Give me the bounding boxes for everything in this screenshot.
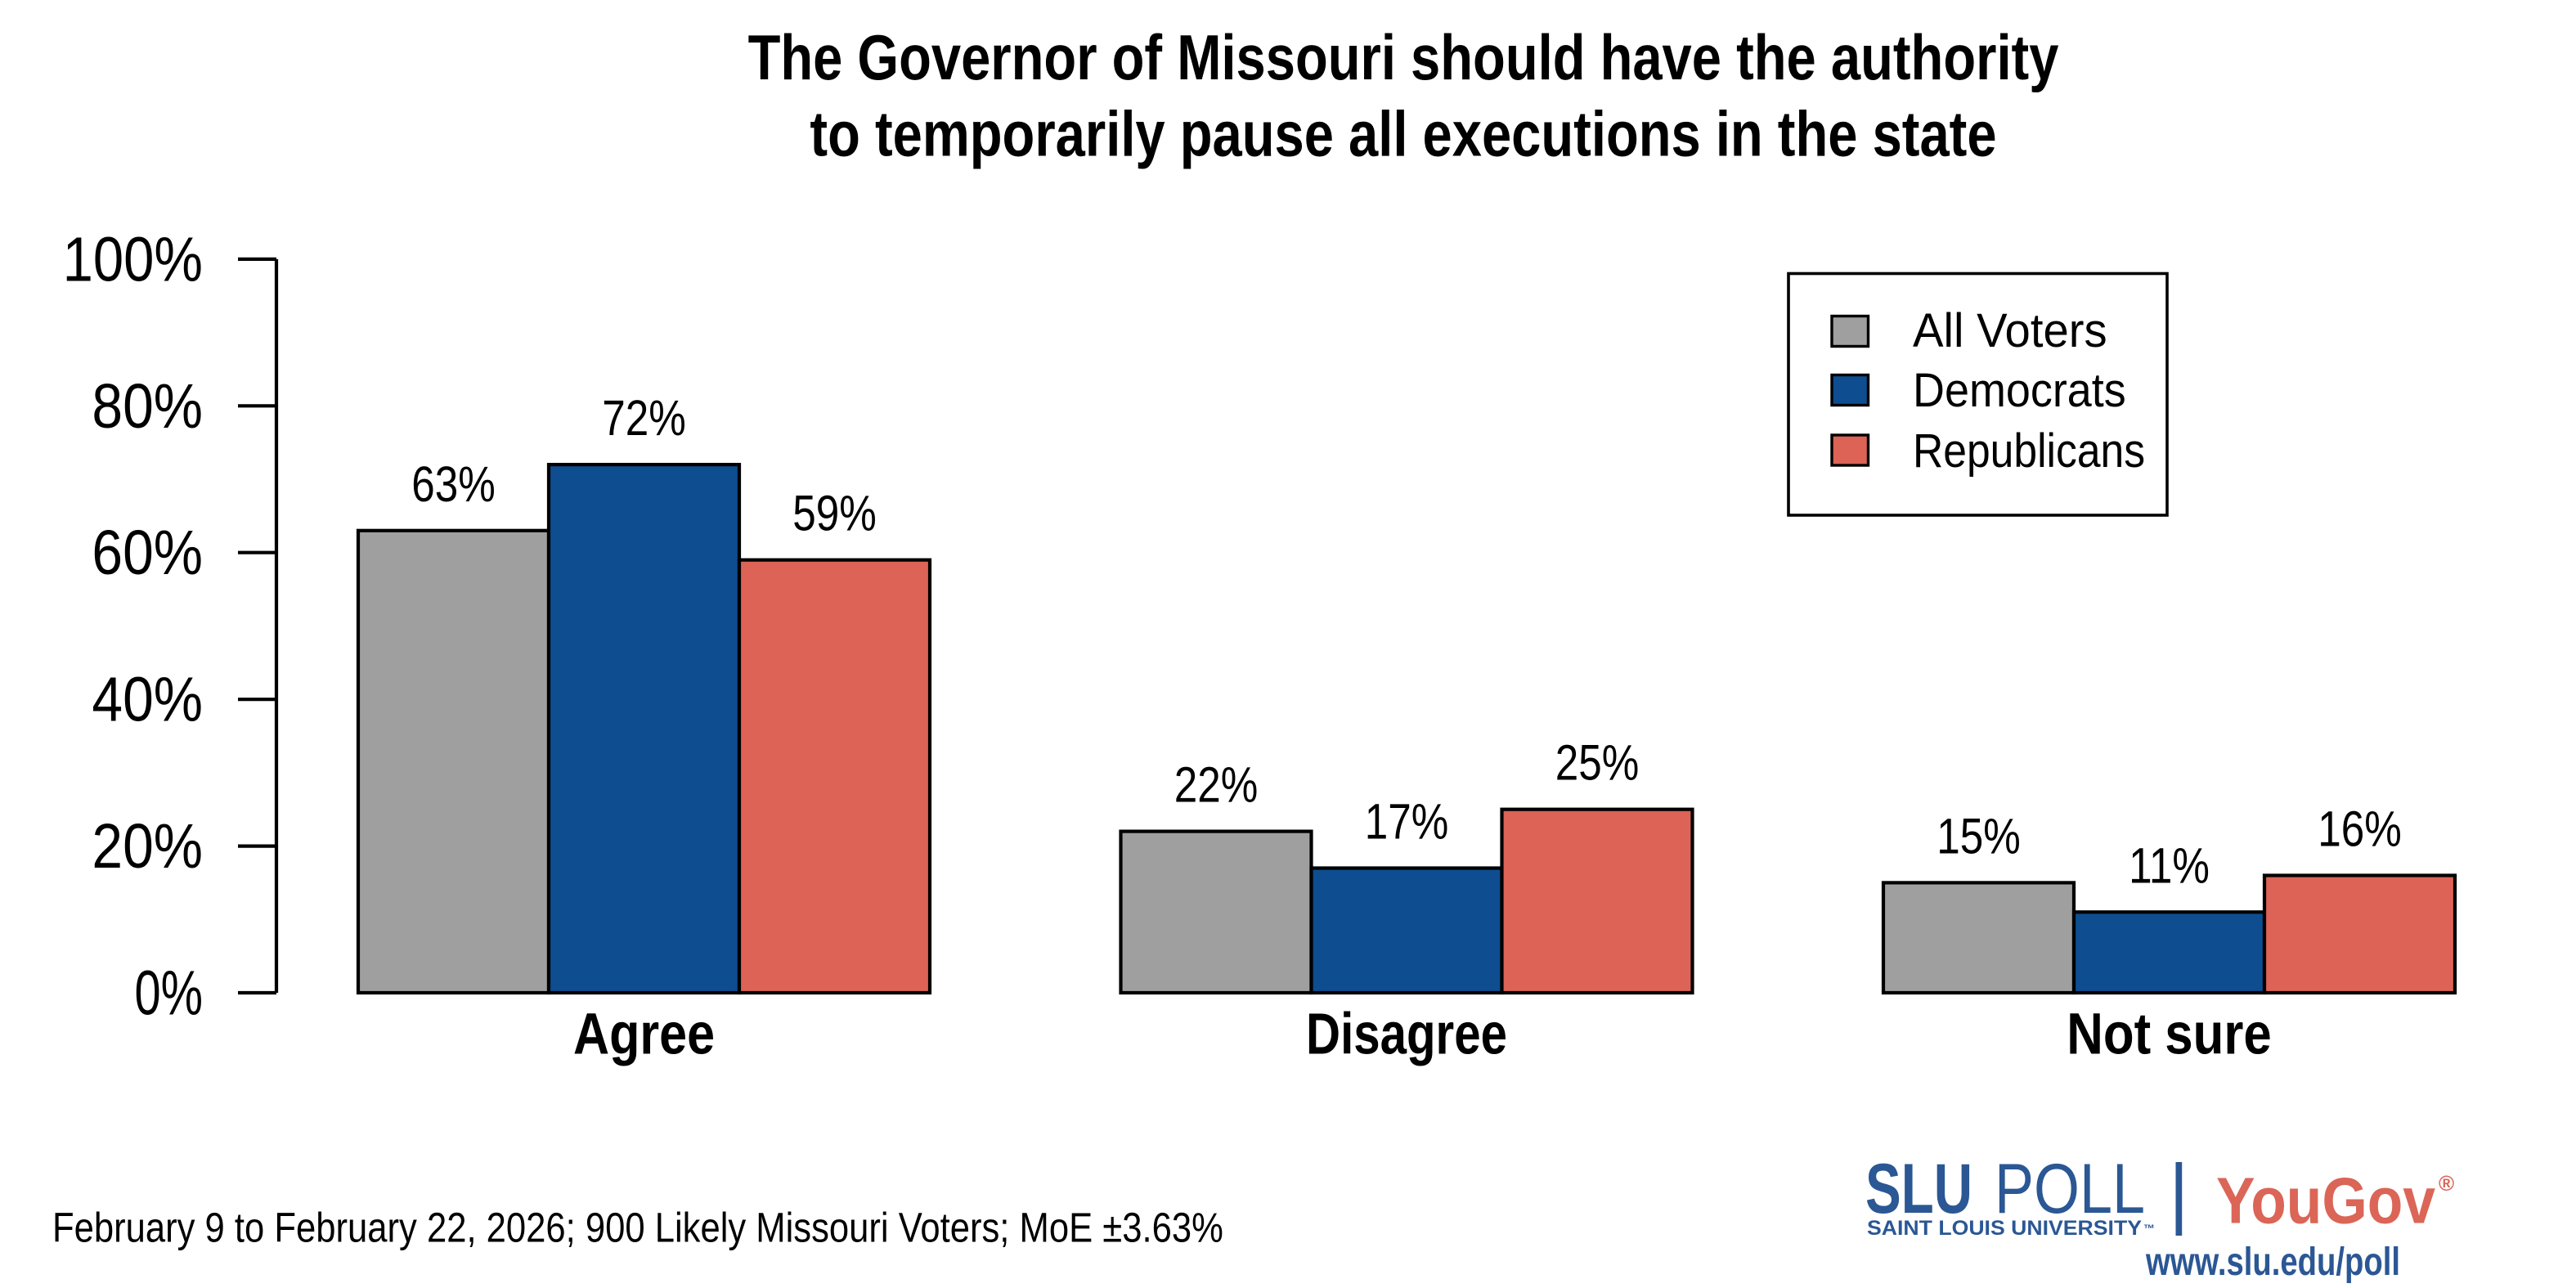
svg-text:®: ® (2439, 1171, 2454, 1196)
svg-text:11%: 11% (2129, 837, 2210, 893)
svg-text:™: ™ (2143, 1222, 2155, 1235)
svg-text:25%: 25% (1555, 734, 1640, 790)
svg-text:www.slu.edu/poll: www.slu.edu/poll (2145, 1241, 2400, 1284)
svg-text:17%: 17% (1365, 793, 1449, 849)
svg-text:0%: 0% (135, 958, 203, 1028)
svg-text:POLL: POLL (1995, 1150, 2145, 1228)
svg-text:100%: 100% (63, 225, 203, 294)
svg-text:40%: 40% (92, 665, 203, 735)
svg-text:Democrats: Democrats (1913, 363, 2126, 416)
svg-text:Not sure: Not sure (2067, 1003, 2272, 1067)
svg-text:60%: 60% (92, 518, 203, 588)
svg-text:80%: 80% (92, 371, 203, 442)
svg-text:Republicans: Republicans (1913, 424, 2145, 477)
svg-text:59%: 59% (792, 485, 877, 541)
svg-text:Disagree: Disagree (1306, 1001, 1507, 1066)
svg-text:63%: 63% (411, 456, 496, 512)
svg-text:22%: 22% (1174, 756, 1259, 812)
svg-text:The Governor of Missouri shoul: The Governor of Missouri should have the… (748, 23, 2059, 94)
svg-text:72%: 72% (602, 390, 686, 446)
svg-text:15%: 15% (1936, 808, 2021, 864)
svg-text:February 9 to February 22, 202: February 9 to February 22, 2026; 900 Lik… (52, 1205, 1223, 1251)
svg-text:SLU: SLU (1865, 1150, 1972, 1228)
svg-text:YouGov: YouGov (2216, 1164, 2435, 1236)
svg-text:16%: 16% (2318, 801, 2402, 856)
svg-text:Agree: Agree (573, 1002, 715, 1066)
svg-text:20%: 20% (92, 811, 203, 882)
svg-text:to temporarily pause all execu: to temporarily pause all executions in t… (810, 99, 1996, 170)
svg-text:All Voters: All Voters (1913, 304, 2107, 357)
svg-text:SAINT LOUIS UNIVERSITY: SAINT LOUIS UNIVERSITY (1867, 1217, 2142, 1240)
